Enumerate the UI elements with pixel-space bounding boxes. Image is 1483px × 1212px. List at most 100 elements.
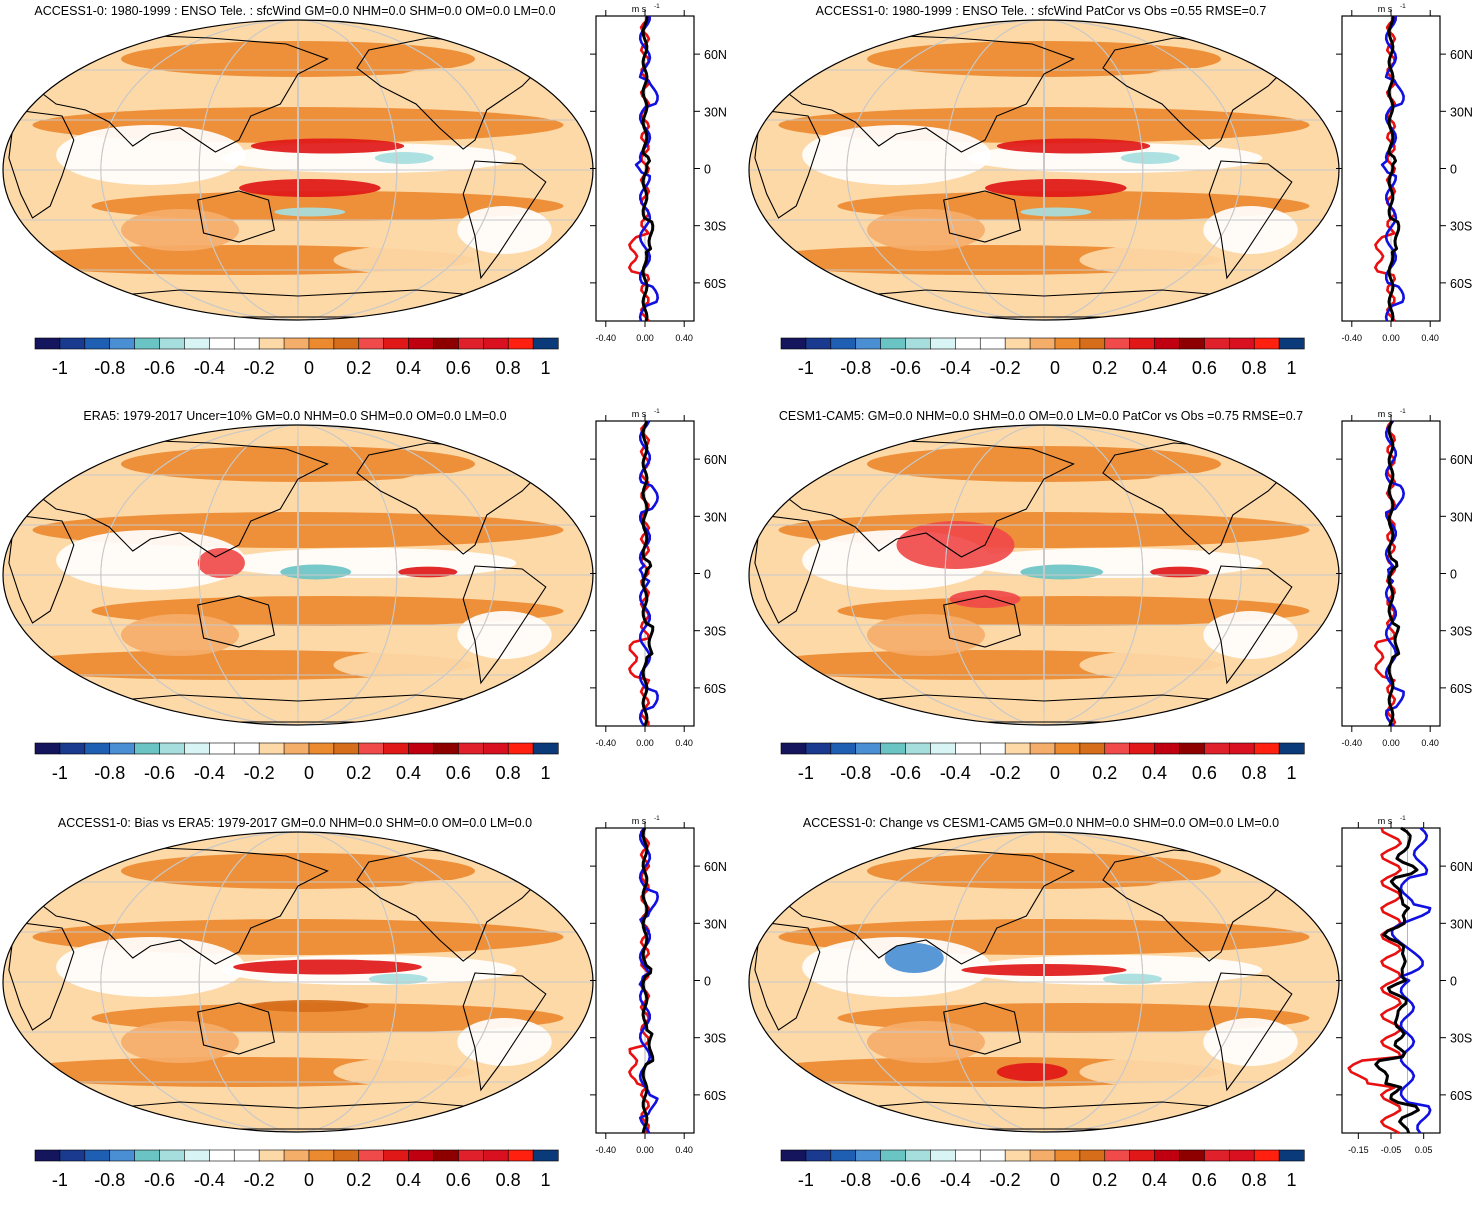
field-blob-9 (121, 1021, 239, 1063)
field-blob-11 (280, 564, 352, 580)
coastline-4 (462, 565, 547, 685)
field-blob-10 (333, 245, 499, 275)
colorbar-swatch (184, 742, 210, 755)
field-blob-10 (333, 1057, 499, 1087)
colorbar-swatch (184, 337, 210, 350)
profile-unit-exponent: -1 (1400, 408, 1406, 415)
lat-label: 60N (704, 453, 727, 467)
grid-meridian (1043, 832, 1045, 1132)
colorbar-swatch (59, 1149, 86, 1162)
colorbar-swatch (1278, 1149, 1305, 1162)
colorbar-label: 0.4 (1142, 763, 1167, 783)
panel-graphics: -1 -0.8 -0.6 -0.4 -0.2 0 0.2 0.4 0.6 0.8 1 m s -1 60N… (748, 408, 1473, 783)
map-border (748, 831, 1340, 1133)
colorbar-swatch (308, 337, 335, 350)
zonal-profile: m s -1 60N 30N 0 30S 60S -0.40 0.00 0.40 (1336, 408, 1473, 748)
colorbar-label: -0.8 (840, 1170, 871, 1190)
coastline-1 (8, 109, 75, 219)
coastline-4 (462, 972, 547, 1092)
colorbar-label: -0.6 (890, 763, 921, 783)
field-blob-6 (38, 470, 180, 512)
colorbar-swatch (34, 337, 61, 350)
colorbar-label: 0 (304, 763, 314, 783)
colorbar-label: 0.4 (1142, 1170, 1167, 1190)
colorbar-swatch (930, 1149, 956, 1162)
coastline-4 (1208, 972, 1293, 1092)
colorbar-swatch (1228, 1149, 1255, 1162)
colorbar-label: -1 (798, 763, 814, 783)
colorbar-label: 0.6 (1192, 358, 1217, 378)
field-blob-12 (368, 973, 428, 985)
colorbar-swatch (507, 742, 534, 755)
colorbar-label: 0.8 (496, 358, 521, 378)
coastline-2 (197, 190, 276, 243)
colorbar-swatch (59, 742, 86, 755)
colorbar-swatch (258, 742, 285, 755)
colorbar-swatch (830, 337, 857, 350)
colorbar-swatch (358, 337, 385, 350)
colorbar-label: -0.8 (840, 358, 871, 378)
colorbar-label: -0.4 (940, 358, 971, 378)
field-blob-8 (457, 611, 552, 659)
colorbar-swatch (532, 1149, 559, 1162)
zonal-profile: m s -1 60N 30N 0 30S 60S -0.40 0.00 0.40 (590, 408, 727, 748)
colorbar-swatch (283, 742, 310, 755)
field-blob-6 (784, 877, 926, 919)
profile-x-label: 0.40 (675, 1145, 693, 1155)
profile-unit-exponent: -1 (654, 408, 660, 415)
lat-label: 60N (1450, 453, 1473, 467)
colorbar-swatch (258, 1149, 285, 1162)
colorbar-swatch (333, 742, 360, 755)
field-blob-6 (38, 877, 180, 919)
colorbar-swatch (308, 1149, 335, 1162)
panel-4: CESM1-CAM5: GM=0.0 NHM=0.0 SHM=0.0 OM=0.… (746, 405, 1483, 805)
colorbar-swatch (209, 1149, 235, 1162)
panel-1: ACCESS1-0: 1980-1999 : ENSO Tele. : sfcW… (0, 0, 737, 400)
colorbar-label: 0.2 (346, 763, 371, 783)
colorbar-swatch (134, 1149, 161, 1162)
field-blob-8 (457, 206, 552, 254)
colorbar-swatch (930, 742, 956, 755)
colorbar-swatch (979, 1149, 1006, 1162)
map-field (749, 425, 1339, 725)
colorbar-swatch (880, 742, 907, 755)
panel-3: ERA5: 1979-2017 Uncer=10% GM=0.0 NHM=0.0… (0, 405, 737, 805)
field-blob-7 (386, 473, 505, 509)
coastline-0 (31, 846, 329, 965)
map-border (748, 424, 1340, 726)
profile-line-black (641, 827, 655, 1134)
grid-meridian (944, 20, 1144, 320)
colorbar-swatch (780, 1149, 807, 1162)
field-blob-7 (386, 880, 505, 916)
colorbar-swatch (159, 337, 186, 350)
colorbar-swatch (458, 1149, 484, 1162)
field-blob-8 (1203, 1018, 1298, 1066)
profile-line-black (1387, 15, 1401, 322)
coastline-6 (1297, 843, 1328, 875)
lat-label: 30N (1450, 917, 1473, 931)
profile-line-black (1387, 420, 1401, 727)
field-blob-7 (1132, 68, 1251, 104)
coastline-2 (197, 595, 276, 648)
colorbar-swatch (233, 337, 260, 350)
colorbar-label: 0.2 (1092, 763, 1117, 783)
field-blob-9 (121, 209, 239, 251)
lat-label: 30S (1450, 1032, 1472, 1046)
colorbar-label: -0.6 (890, 1170, 921, 1190)
colorbar-label: 0.2 (1092, 358, 1117, 378)
colorbar-label: 0.2 (346, 1170, 371, 1190)
colorbar-swatch (1079, 337, 1106, 350)
colorbar-label: -0.8 (94, 1170, 125, 1190)
panel-graphics: -1 -0.8 -0.6 -0.4 -0.2 0 0.2 0.4 0.6 0.8 1 m s -1 60N… (748, 815, 1473, 1190)
map-field (749, 832, 1339, 1132)
colorbar-swatch (507, 337, 534, 350)
coastline-1 (754, 514, 821, 624)
profile-x-label: -0.40 (596, 333, 617, 343)
colorbar-swatch (283, 1149, 310, 1162)
profile-line-black (1374, 826, 1420, 1134)
colorbar-label: -1 (52, 1170, 68, 1190)
grid-meridian (198, 832, 398, 1132)
field-blob-12 (1150, 566, 1210, 578)
colorbar-label: 1 (1287, 358, 1297, 378)
colorbar-swatch (830, 1149, 857, 1162)
